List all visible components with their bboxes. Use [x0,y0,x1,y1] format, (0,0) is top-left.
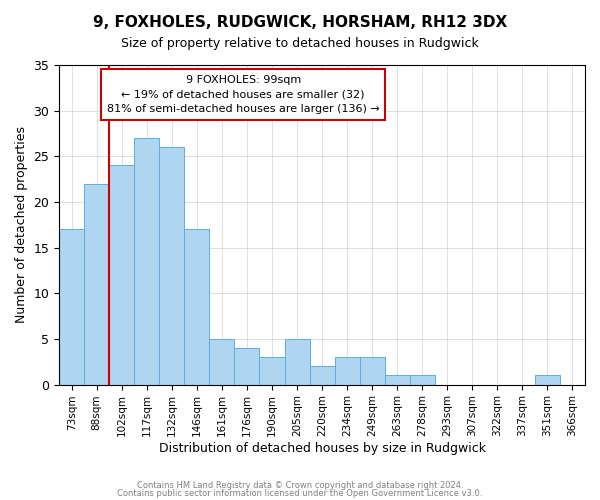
Bar [109,166,134,384]
Bar [284,339,310,384]
Bar [310,366,335,384]
X-axis label: Distribution of detached houses by size in Rudgwick: Distribution of detached houses by size … [158,442,485,455]
Bar [209,339,235,384]
Bar [59,230,84,384]
Bar [235,348,259,385]
Y-axis label: Number of detached properties: Number of detached properties [15,126,28,324]
Bar [410,376,435,384]
Bar [160,147,184,384]
Text: 9, FOXHOLES, RUDGWICK, HORSHAM, RH12 3DX: 9, FOXHOLES, RUDGWICK, HORSHAM, RH12 3DX [93,15,507,30]
Text: Contains public sector information licensed under the Open Government Licence v3: Contains public sector information licen… [118,488,482,498]
Bar [259,357,284,384]
Bar [335,357,359,384]
Bar [359,357,385,384]
Bar [184,230,209,384]
Text: 9 FOXHOLES: 99sqm
← 19% of detached houses are smaller (32)
81% of semi-detached: 9 FOXHOLES: 99sqm ← 19% of detached hous… [107,74,380,114]
Text: Contains HM Land Registry data © Crown copyright and database right 2024.: Contains HM Land Registry data © Crown c… [137,481,463,490]
Bar [84,184,109,384]
Bar [535,376,560,384]
Bar [134,138,160,384]
Bar [385,376,410,384]
Text: Size of property relative to detached houses in Rudgwick: Size of property relative to detached ho… [121,38,479,51]
